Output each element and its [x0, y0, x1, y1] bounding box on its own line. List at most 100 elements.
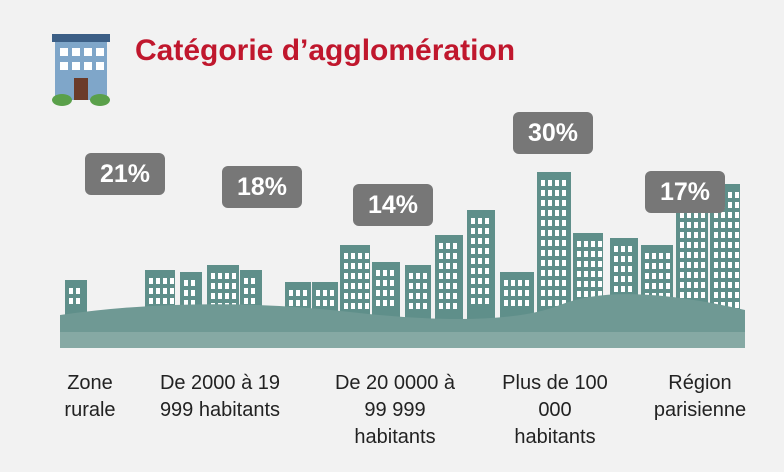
- window: [453, 243, 457, 249]
- window: [562, 180, 566, 186]
- window: [628, 256, 632, 262]
- window: [170, 278, 174, 284]
- window: [303, 300, 307, 306]
- window: [694, 242, 698, 248]
- window: [446, 253, 450, 259]
- window: [562, 190, 566, 196]
- window: [728, 262, 732, 268]
- window: [701, 222, 705, 228]
- window: [614, 286, 618, 292]
- window: [701, 292, 705, 298]
- window: [504, 300, 508, 306]
- window: [69, 298, 73, 304]
- window: [680, 242, 684, 248]
- window: [218, 283, 222, 289]
- window: [687, 262, 691, 268]
- window: [365, 303, 369, 309]
- window: [446, 283, 450, 289]
- window: [714, 262, 718, 268]
- window: [735, 222, 739, 228]
- window: [485, 248, 489, 254]
- window: [701, 212, 705, 218]
- window: [728, 292, 732, 298]
- window: [562, 280, 566, 286]
- window: [714, 292, 718, 298]
- window: [446, 273, 450, 279]
- window: [735, 262, 739, 268]
- window: [439, 253, 443, 259]
- window: [225, 283, 229, 289]
- window: [728, 302, 732, 308]
- window: [645, 263, 649, 269]
- window: [156, 298, 160, 304]
- window: [232, 283, 236, 289]
- window: [628, 276, 632, 282]
- window: [416, 283, 420, 289]
- window: [721, 272, 725, 278]
- window: [485, 278, 489, 284]
- window: [721, 232, 725, 238]
- window: [504, 280, 508, 286]
- window: [218, 273, 222, 279]
- window: [735, 202, 739, 208]
- window: [555, 300, 559, 306]
- window: [351, 293, 355, 299]
- window: [478, 288, 482, 294]
- window: [453, 303, 457, 309]
- window: [478, 298, 482, 304]
- ground-base: [60, 332, 745, 348]
- window: [323, 290, 327, 296]
- window: [409, 273, 413, 279]
- window: [163, 298, 167, 304]
- window: [591, 281, 595, 287]
- window: [423, 273, 427, 279]
- window: [211, 283, 215, 289]
- window: [478, 258, 482, 264]
- window: [645, 253, 649, 259]
- window: [548, 220, 552, 226]
- window: [330, 290, 334, 296]
- window: [525, 280, 529, 286]
- window: [666, 253, 670, 259]
- window: [728, 212, 732, 218]
- window: [548, 280, 552, 286]
- window: [584, 261, 588, 267]
- chart-title: Catégorie d’agglomération: [135, 34, 516, 67]
- window: [351, 273, 355, 279]
- window: [614, 246, 618, 252]
- window: [446, 303, 450, 309]
- window: [628, 286, 632, 292]
- window: [666, 283, 670, 289]
- window: [728, 232, 732, 238]
- city: [60, 172, 745, 348]
- window: [518, 280, 522, 286]
- window: [251, 288, 255, 294]
- window: [478, 268, 482, 274]
- window: [358, 293, 362, 299]
- window: [628, 246, 632, 252]
- window: [735, 272, 739, 278]
- window: [358, 273, 362, 279]
- window: [225, 273, 229, 279]
- window: [555, 280, 559, 286]
- window: [577, 251, 581, 257]
- window: [76, 288, 80, 294]
- window: [518, 300, 522, 306]
- window: [351, 283, 355, 289]
- window: [541, 290, 545, 296]
- window: [621, 256, 625, 262]
- window: [184, 290, 188, 296]
- window: [621, 286, 625, 292]
- window: [584, 251, 588, 257]
- category-label: De 20 0000 à 99 999 habitants: [334, 372, 456, 448]
- window: [562, 300, 566, 306]
- window: [555, 260, 559, 266]
- window: [577, 281, 581, 287]
- window: [351, 263, 355, 269]
- window: [714, 212, 718, 218]
- window: [323, 300, 327, 306]
- window: [735, 252, 739, 258]
- window: [562, 250, 566, 256]
- window: [423, 283, 427, 289]
